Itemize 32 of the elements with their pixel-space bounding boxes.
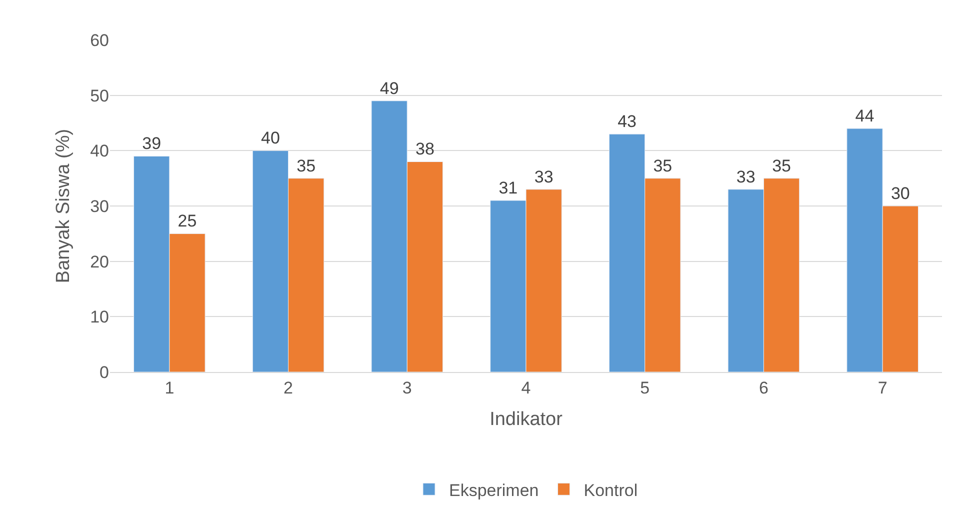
- data-label: 49: [380, 78, 399, 98]
- y-tick-label: 30: [90, 196, 109, 216]
- data-label: 35: [772, 156, 791, 176]
- data-label: 35: [653, 156, 672, 176]
- x-tick-label: 5: [640, 378, 650, 398]
- data-label: 33: [534, 167, 554, 186]
- y-tick-label: 60: [90, 30, 109, 50]
- data-label: 31: [498, 178, 518, 198]
- x-axis-title: Indikator: [490, 409, 564, 430]
- data-label: 33: [736, 167, 756, 186]
- data-label: 44: [855, 106, 874, 126]
- x-tick-label: 2: [284, 378, 294, 398]
- data-label: 25: [178, 212, 197, 231]
- legend-label: Eksperimen: [449, 480, 539, 500]
- legend-label: Kontrol: [584, 480, 638, 500]
- x-tick-label: 6: [758, 378, 768, 398]
- y-tick-label: 10: [90, 308, 109, 327]
- y-tick-label: 0: [100, 362, 109, 382]
- y-tick-label: 20: [90, 252, 109, 272]
- data-label: 35: [296, 156, 316, 176]
- y-axis-title: Banyak Siswa (%): [52, 128, 74, 284]
- y-tick-label: 50: [90, 86, 109, 106]
- x-tick-label: 7: [878, 378, 888, 398]
- data-label: 43: [618, 112, 636, 132]
- data-label: 30: [890, 184, 910, 203]
- x-tick-label: 4: [521, 378, 531, 398]
- x-tick-label: 1: [164, 378, 174, 398]
- data-label: 38: [416, 140, 434, 159]
- data-label: 40: [261, 128, 280, 148]
- x-tick-label: 3: [402, 378, 412, 398]
- data-label: 39: [142, 134, 162, 154]
- y-tick-label: 40: [90, 142, 109, 161]
